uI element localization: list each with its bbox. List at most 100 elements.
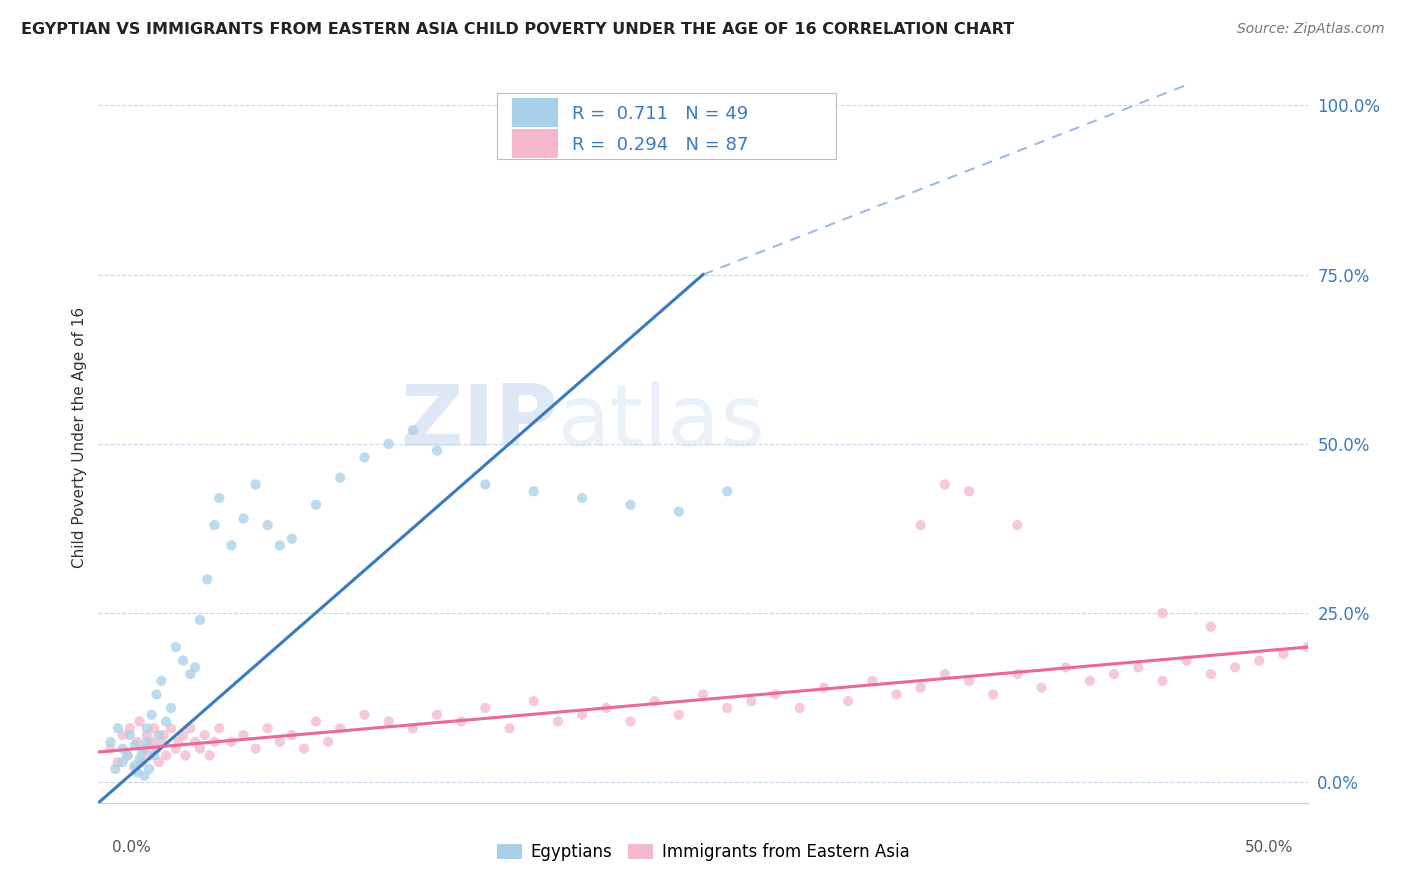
Point [668,505,690,519]
Point [886,688,908,702]
Point [353,450,375,465]
Point [145,741,167,756]
Point [135,735,157,749]
Point [100,741,122,756]
Point [740,694,762,708]
Point [194,728,217,742]
Point [1199,667,1222,681]
Point [523,694,546,708]
Point [377,714,399,729]
Point [377,437,399,451]
Point [269,735,291,749]
Point [571,491,593,505]
Point [165,741,187,756]
Point [155,714,177,729]
Point [910,681,932,695]
Point [1272,647,1295,661]
Point [474,701,496,715]
Point [172,728,194,742]
Point [1102,667,1125,681]
Point [1031,681,1053,695]
Point [269,538,291,552]
Point [353,707,375,722]
Point [789,701,811,715]
Point [305,498,328,512]
Point [523,484,546,499]
Text: atlas: atlas [558,381,766,464]
Point [426,443,449,458]
Point [127,735,149,749]
Point [1152,673,1174,688]
Point [765,688,787,702]
Point [188,741,211,756]
Point [118,721,141,735]
Point [208,491,231,505]
Point [716,484,738,499]
Point [104,762,127,776]
Point [316,735,339,749]
Point [152,728,174,742]
Point [124,758,146,772]
Point [155,748,177,763]
Text: 50.0%: 50.0% [1246,840,1294,855]
Point [221,735,243,749]
Point [910,518,932,533]
Point [305,714,328,729]
Point [100,735,122,749]
Text: ZIP: ZIP [401,381,558,464]
Point [204,735,226,749]
Point [195,572,218,586]
Point [131,745,153,759]
Point [148,728,170,742]
Point [174,748,197,763]
Point [1223,660,1246,674]
Point [1152,606,1174,620]
Point [329,721,352,735]
Point [135,721,157,735]
Point [837,694,859,708]
Text: R =  0.294   N = 87: R = 0.294 N = 87 [572,136,749,153]
Point [117,748,139,763]
Point [281,532,304,546]
Point [204,518,226,533]
Point [292,741,315,756]
Point [498,721,520,735]
Point [256,518,278,533]
Point [1054,660,1077,674]
Text: Source: ZipAtlas.com: Source: ZipAtlas.com [1237,22,1385,37]
Point [232,511,254,525]
Point [148,755,170,769]
FancyBboxPatch shape [498,94,837,159]
Point [1199,620,1222,634]
Point [1078,673,1101,688]
Point [150,735,173,749]
Point [143,748,166,763]
Point [668,707,690,722]
Point [141,735,163,749]
Point [208,721,231,735]
Point [1007,518,1029,533]
Point [1007,667,1029,681]
Point [167,735,190,749]
Point [128,714,150,729]
Point [150,673,173,688]
Point [232,728,254,742]
Point [450,714,472,729]
Point [135,728,157,742]
Point [107,755,129,769]
Point [957,484,980,499]
Point [124,762,146,776]
Point [138,762,160,776]
Point [619,714,641,729]
Point [474,477,496,491]
Point [595,701,617,715]
Point [184,660,207,674]
Bar [512,128,558,158]
Point [1128,660,1150,674]
Point [245,477,267,491]
Point [221,538,243,552]
Point [127,765,149,780]
Point [138,748,160,763]
Point [813,681,835,695]
Point [547,714,569,729]
